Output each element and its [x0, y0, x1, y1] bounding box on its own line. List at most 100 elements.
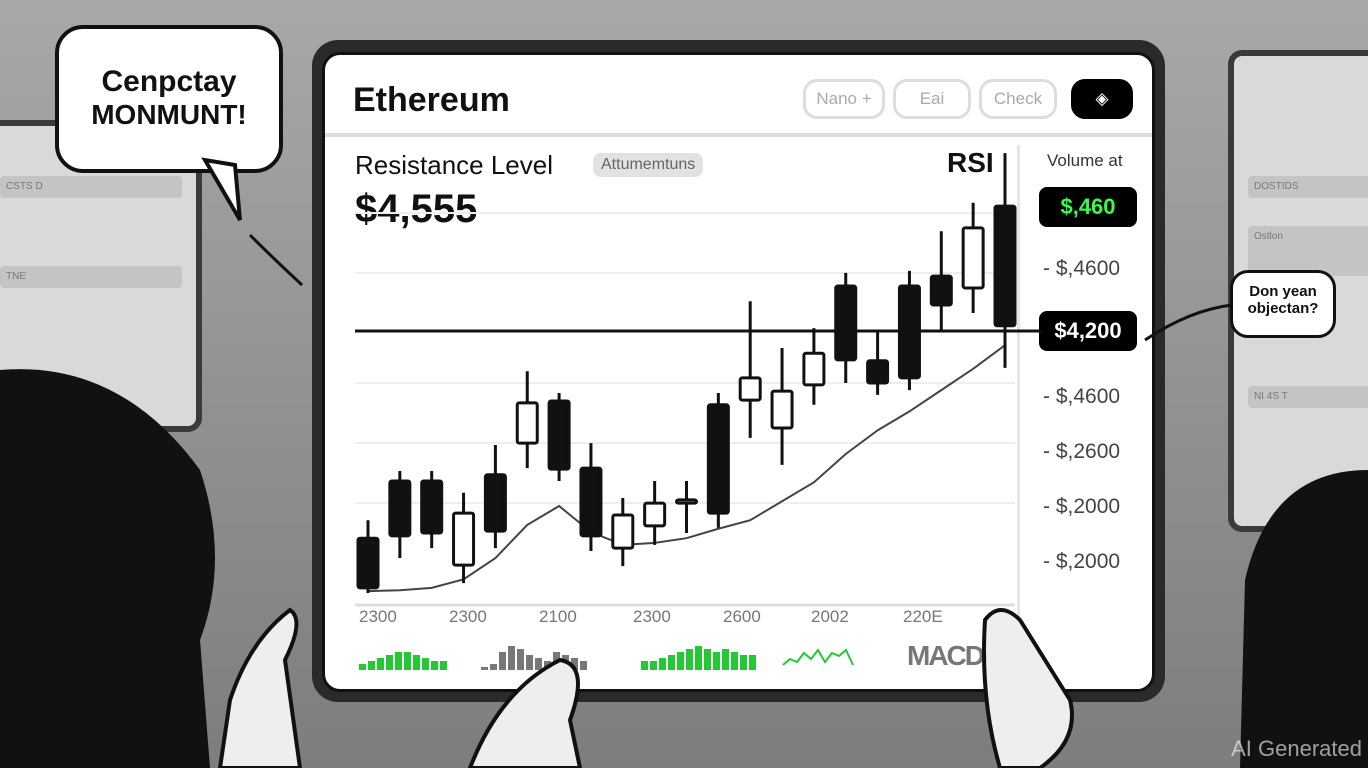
axis-divider — [1017, 145, 1020, 665]
volume-bar — [368, 661, 375, 670]
volume-bar — [695, 646, 702, 670]
volume-bar — [731, 652, 738, 670]
moving-average-line — [367, 344, 1006, 593]
volume-bar — [740, 655, 747, 670]
app-title: Ethereum — [353, 81, 510, 119]
highlight-price-tag: $,460 — [1039, 187, 1137, 227]
candle-body — [738, 376, 762, 402]
volume-bar — [650, 661, 657, 670]
volume-bar — [499, 652, 506, 670]
candle-body — [770, 389, 794, 430]
resistance-value: $4,555 — [355, 187, 478, 231]
side-row: TNE — [0, 266, 182, 288]
x-axis-label: 2300 — [449, 607, 487, 626]
y-axis-label: - $,4600 — [1043, 257, 1121, 280]
macd-line — [782, 648, 854, 666]
x-axis-label: 2300 — [359, 607, 397, 626]
volume-bar — [641, 661, 648, 670]
candle-body — [452, 511, 476, 567]
speech-bubble-left: Cenpctay MONMUNT! — [55, 25, 283, 173]
candle-body — [643, 501, 667, 528]
toolbar-button-check[interactable]: Check — [979, 79, 1057, 119]
candle-body — [802, 351, 826, 387]
volume-bar — [535, 658, 542, 670]
candle-body — [866, 359, 890, 385]
volume-bar — [404, 652, 411, 670]
candle-body — [420, 479, 444, 535]
volume-bar — [431, 661, 438, 670]
ai-generated-watermark: AI Generated — [1231, 736, 1362, 761]
speech-line: Cenpctay — [101, 65, 237, 98]
volume-bar — [704, 649, 711, 670]
x-axis-label: 2600 — [723, 607, 761, 626]
volume-bar — [377, 658, 384, 670]
y-axis-label: - $,4600 — [1043, 385, 1121, 408]
x-axis-label: 2002 — [811, 607, 849, 626]
candle-body — [993, 204, 1017, 328]
candle-body — [929, 274, 953, 307]
volume-bar — [722, 649, 729, 670]
x-axis-label: 2300 — [633, 607, 671, 626]
x-axis-label: 2100 — [539, 607, 577, 626]
volume-bar — [749, 655, 756, 670]
candle-body — [356, 536, 380, 590]
toolbar-button-nano[interactable]: Nano + — [803, 79, 885, 119]
speech-line: Don yean — [1249, 283, 1317, 300]
speech-line: objectan? — [1247, 300, 1319, 317]
volume-bar — [580, 661, 587, 670]
side-row: DOSTIDS — [1248, 176, 1368, 198]
candle-body — [675, 498, 698, 505]
diamond-check-icon: ◈ — [1095, 89, 1109, 108]
volume-bar — [508, 646, 515, 670]
candle-body — [388, 479, 412, 538]
speech-bubble-right: Don yean objectan? — [1230, 270, 1336, 338]
volume-bar — [526, 655, 533, 670]
candle-body — [611, 513, 635, 550]
candle-body — [834, 284, 858, 362]
volume-bar — [562, 655, 569, 670]
candle-body — [515, 401, 539, 445]
side-row: NI 4S T — [1248, 386, 1368, 408]
candle-body — [547, 399, 571, 471]
volume-bar — [440, 661, 447, 670]
candle-body — [579, 466, 603, 538]
volume-bar — [395, 652, 402, 670]
y-axis-label: - $,2000 — [1043, 550, 1121, 573]
volume-bar — [713, 652, 720, 670]
volume-bar — [571, 658, 578, 670]
side-row: CSTS D — [0, 176, 182, 198]
candlestick-chart — [355, 153, 1041, 670]
volume-bar — [668, 655, 675, 670]
volume-bar — [359, 664, 366, 670]
volume-bar — [386, 655, 393, 670]
candle-body — [483, 473, 507, 533]
candle-body — [961, 226, 985, 290]
volume-bar — [422, 658, 429, 670]
macd-label: MACD — [907, 640, 985, 671]
volume-bar — [413, 655, 420, 670]
volume-bar — [544, 661, 551, 670]
y-axis-label: - $,2000 — [1043, 495, 1121, 518]
volume-bar — [553, 652, 560, 670]
volume-bar — [481, 667, 488, 670]
candle-body — [706, 403, 730, 515]
volume-label: Volume at — [1047, 151, 1123, 170]
volume-bar — [686, 649, 693, 670]
candle-body — [897, 284, 921, 380]
indicator-badge[interactable]: Attumemtuns — [593, 153, 704, 177]
x-axis-label: 220E — [903, 607, 943, 626]
rsi-label: RSI — [947, 147, 994, 178]
toolbar-action-button[interactable]: ◈ — [1071, 79, 1133, 119]
volume-bar — [490, 664, 497, 670]
volume-bar — [659, 658, 666, 670]
header-divider — [325, 133, 1152, 137]
resistance-price-tag: $4,200 — [1039, 311, 1137, 351]
trading-screen: Ethereum Nano + Eai Check ◈ Resistance L… — [322, 52, 1155, 692]
toolbar-button-eai[interactable]: Eai — [893, 79, 971, 119]
side-row: Ostlon — [1248, 226, 1368, 276]
volume-bar — [517, 649, 524, 670]
y-axis-label: - $,2600 — [1043, 440, 1121, 463]
volume-bar — [677, 652, 684, 670]
resistance-label: Resistance Level — [355, 150, 553, 180]
speech-line: MONMUNT! — [91, 99, 247, 130]
